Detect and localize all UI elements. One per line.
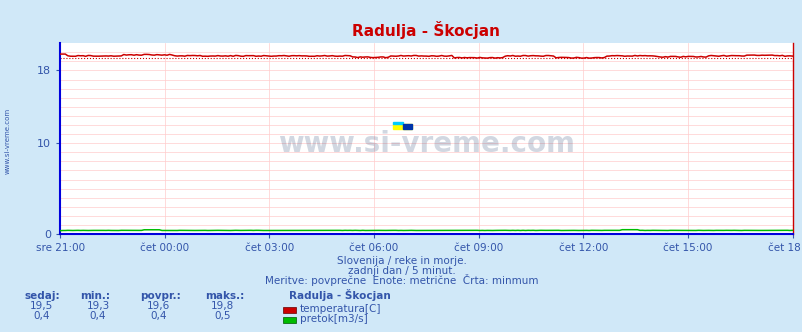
Text: 0,4: 0,4 [90, 311, 106, 321]
Text: temperatura[C]: temperatura[C] [299, 304, 380, 314]
Text: 19,3: 19,3 [87, 301, 109, 311]
Text: 19,8: 19,8 [211, 301, 233, 311]
Text: maks.:: maks.: [205, 291, 244, 301]
Bar [393, 122, 403, 124]
Text: 0,4: 0,4 [150, 311, 166, 321]
Text: Slovenija / reke in morje.: Slovenija / reke in morje. [336, 256, 466, 266]
Title: Radulja - Škocjan: Radulja - Škocjan [352, 21, 500, 39]
Text: 19,5: 19,5 [30, 301, 53, 311]
Text: 19,6: 19,6 [147, 301, 169, 311]
Text: www.si-vreme.com: www.si-vreme.com [277, 130, 574, 158]
Text: zadnji dan / 5 minut.: zadnji dan / 5 minut. [347, 266, 455, 276]
Bar [403, 124, 411, 129]
Text: min.:: min.: [80, 291, 110, 301]
Text: Meritve: povprečne  Enote: metrične  Črta: minmum: Meritve: povprečne Enote: metrične Črta:… [265, 274, 537, 286]
Text: www.si-vreme.com: www.si-vreme.com [5, 108, 10, 174]
Text: Radulja - Škocjan: Radulja - Škocjan [289, 290, 391, 301]
Text: pretok[m3/s]: pretok[m3/s] [299, 314, 367, 324]
Text: sedaj:: sedaj: [24, 291, 59, 301]
Text: 0,5: 0,5 [214, 311, 230, 321]
Bar [393, 124, 411, 129]
Text: 0,4: 0,4 [34, 311, 50, 321]
Text: povpr.:: povpr.: [140, 291, 181, 301]
